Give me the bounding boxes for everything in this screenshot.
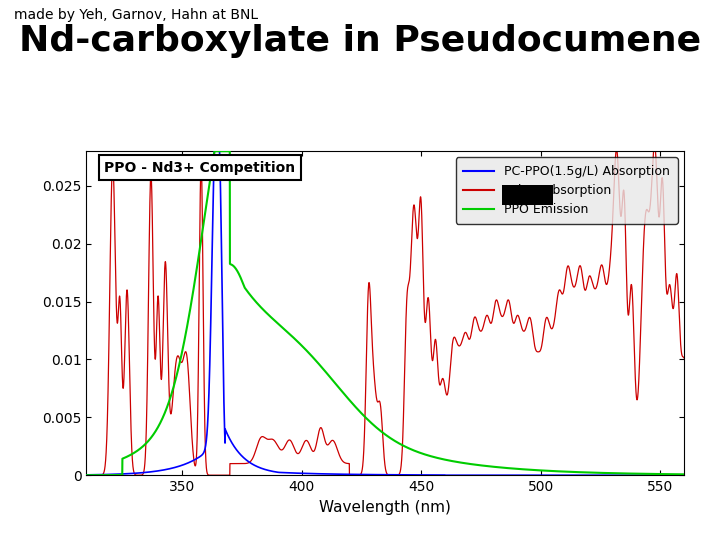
Legend: PC-PPO(1.5g/L) Absorption, Nd3+ Absorption, PPO Emission: PC-PPO(1.5g/L) Absorption, Nd3+ Absorpti… [456, 158, 678, 224]
Text: made by Yeh, Garnov, Hahn at BNL: made by Yeh, Garnov, Hahn at BNL [14, 8, 258, 22]
Text: Nd-carboxylate in Pseudocumene: Nd-carboxylate in Pseudocumene [19, 24, 701, 58]
Bar [502, 185, 552, 205]
X-axis label: Wavelength (nm): Wavelength (nm) [319, 500, 451, 515]
Text: PPO - Nd3+ Competition: PPO - Nd3+ Competition [104, 161, 295, 175]
